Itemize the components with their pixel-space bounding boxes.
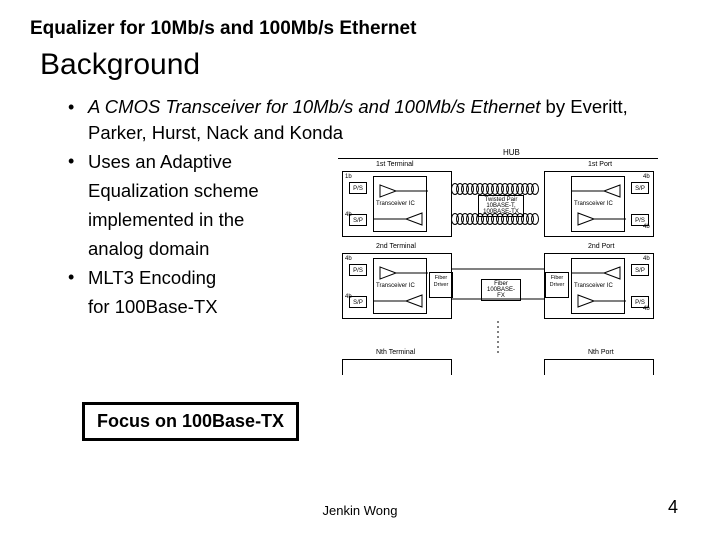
two-column-row: • Uses an Adaptive Equalization scheme i… [68,148,640,378]
bullet-3-line: for 100Base-TX [88,293,218,320]
diagram-label: Nth Terminal [376,349,415,356]
diagram-label: Nth Port [588,349,614,356]
page-number: 4 [668,497,678,518]
diagram-panel: Fiber Driver Transceiver IC S/P 4b P/S 4… [544,253,654,319]
diagram-outer: 1st Terminal 1st Port 1b P/S Transceiver… [338,158,658,376]
slide-header: Equalizer for 10Mb/s and 100Mb/s Etherne… [0,0,720,40]
diagram-center-label: Twisted Pair 10BASE-T, 100BASE-TX [478,195,524,217]
bullet-1-text: A CMOS Transceiver for 10Mb/s and 100Mb/… [88,94,640,146]
diagram-fiber-box: Fiber Driver [545,272,569,298]
bullet-2: • Uses an Adaptive [68,148,328,175]
diagram-ic-box: Transceiver IC [373,258,427,314]
bullet-3: • MLT3 Encoding [68,264,328,291]
bullet-2-head: Uses an Adaptive [88,148,232,175]
diagram-ic-box: Transceiver IC [571,176,625,232]
diagram-panel: Transceiver IC S/P 4b P/S 4b [544,171,654,237]
bullet-2-line: Equalization scheme [88,177,259,204]
diagram-sp-box: S/P [631,264,649,276]
diagram-panel [544,359,654,375]
bullet-2-line: analog domain [88,235,209,262]
diagram-ps-box: P/S [349,264,367,276]
diagram-ic-box: Transceiver IC [571,258,625,314]
diagram-label: 1st Port [588,161,612,168]
diagram-label: 2nd Terminal [376,243,416,250]
diagram-ps-box: P/S [349,182,367,194]
focus-box: Focus on 100Base-TX [82,402,299,441]
footer-author: Jenkin Wong [0,503,720,518]
bullet-2-line: implemented in the [88,206,244,233]
diagram-label: 1st Terminal [376,161,414,168]
diagram-panel: 4b P/S Transceiver IC 4b S/P Fiber Drive… [342,253,452,319]
content-area: • A CMOS Transceiver for 10Mb/s and 100M… [0,82,640,441]
bullet-marker: • [68,148,88,174]
left-column: • Uses an Adaptive Equalization scheme i… [68,148,328,322]
bullet-3-head: MLT3 Encoding [88,264,216,291]
diagram-sp-box: S/P [349,296,367,308]
diagram-panel: 1b P/S Transceiver IC 4b S/P [342,171,452,237]
bullet-marker: • [68,94,88,120]
bullet-1-italic: A CMOS Transceiver for 10Mb/s and 100Mb/… [88,96,540,117]
diagram-hub-label: HUB [503,148,520,157]
diagram-cable [454,183,539,195]
diagram-sp-box: S/P [631,182,649,194]
diagram-fiber-box: Fiber Driver [429,272,453,298]
bullet-1: • A CMOS Transceiver for 10Mb/s and 100M… [68,94,640,146]
right-column: HUB 1st Terminal 1st Port 1b P/S Transce… [328,148,658,378]
diagram-sp-box: S/P [349,214,367,226]
bullet-marker: • [68,264,88,290]
diagram-label: 2nd Port [588,243,614,250]
diagram-ic-box: Transceiver IC [373,176,427,232]
diagram-panel [342,359,452,375]
slide-title: Background [0,40,720,82]
block-diagram: HUB 1st Terminal 1st Port 1b P/S Transce… [338,148,658,378]
